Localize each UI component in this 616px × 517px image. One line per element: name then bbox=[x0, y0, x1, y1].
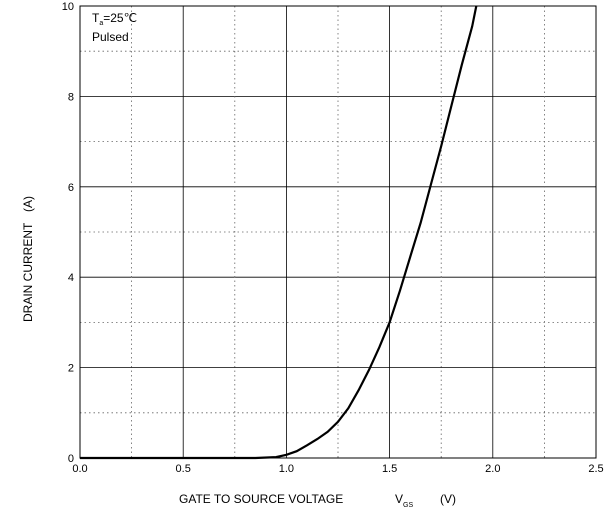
x-tick-label: 2.0 bbox=[485, 463, 500, 475]
y-tick-label: 8 bbox=[68, 91, 74, 103]
x-axis-label: GATE TO SOURCE VOLTAGE VGS (V) bbox=[179, 492, 456, 509]
tick-labels: 0.0 0.5 1.0 1.5 2.0 2.5 0 2 4 6 8 10 bbox=[62, 1, 604, 475]
y-tick-label: 2 bbox=[68, 363, 74, 375]
x-tick-label: 0.0 bbox=[72, 463, 87, 475]
annotation: Ta=25℃ Pulsed bbox=[92, 11, 137, 44]
x-tick-label: 1.5 bbox=[382, 463, 397, 475]
x-tick-label: 1.0 bbox=[279, 463, 294, 475]
grid bbox=[80, 6, 596, 458]
y-axis-label-main: DRAIN CURRENT bbox=[21, 222, 35, 322]
drain-current-curve bbox=[80, 5, 478, 460]
x-tick-label: 2.5 bbox=[588, 463, 603, 475]
y-tick-label: 0 bbox=[68, 453, 74, 465]
y-axis-label-unit: (A) bbox=[21, 196, 35, 212]
annotation-pulsed: Pulsed bbox=[92, 30, 129, 44]
x-tick-label: 0.5 bbox=[176, 463, 191, 475]
y-tick-label: 4 bbox=[68, 272, 74, 284]
y-tick-label: 10 bbox=[62, 1, 74, 13]
plot-frame bbox=[79, 5, 597, 459]
y-tick-label: 6 bbox=[68, 182, 74, 194]
y-axis-label: DRAIN CURRENT (A) bbox=[21, 196, 35, 322]
annotation-temperature: Ta=25℃ bbox=[92, 11, 137, 27]
